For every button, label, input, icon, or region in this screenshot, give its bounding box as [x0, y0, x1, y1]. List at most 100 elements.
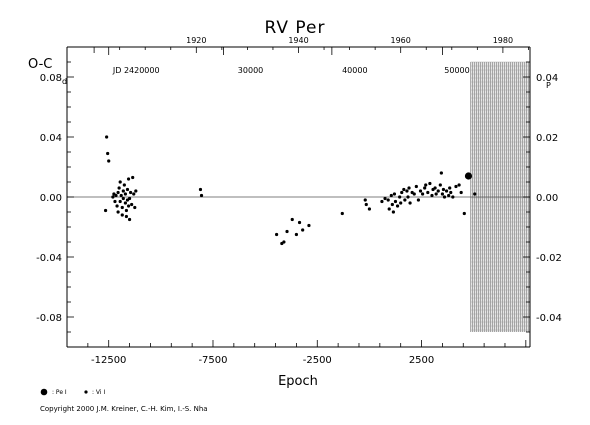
data-point-vi: [290, 217, 294, 222]
data-point-pe: [464, 172, 473, 180]
chart-title: RV Per: [264, 18, 325, 38]
data-point-vi: [107, 159, 111, 163]
top-year-label: 1940: [288, 36, 308, 45]
data-point-vi: [440, 192, 445, 196]
data-point-vi: [430, 193, 434, 198]
data-point-vi: [294, 232, 299, 237]
data-point-vi: [423, 186, 427, 190]
data-point-vi: [447, 193, 451, 198]
data-point-vi: [198, 187, 203, 192]
top-year-label: 1980: [493, 36, 513, 45]
axis-ticks: -12500 -7500 -2500 2500 0.08 0.04 0.00 -0.04 -0.…: [36, 36, 562, 366]
y-tick-label-right: -0.04: [536, 313, 562, 324]
data-point-vi: [133, 205, 137, 210]
legend-label-vi: : Vi I: [92, 389, 105, 396]
data-point-vi: [132, 192, 136, 196]
data-point-vi: [134, 189, 138, 193]
data-point-vi: [307, 223, 311, 228]
data-point-vi: [405, 189, 409, 193]
y-tick-label-right: 0.04: [536, 73, 558, 84]
data-point-vi: [115, 204, 119, 208]
data-point-vi: [459, 190, 463, 195]
data-point-vi: [130, 202, 134, 207]
data-point-vi: [389, 193, 393, 198]
data-point-vi: [418, 189, 423, 193]
data-point-vi: [391, 210, 395, 214]
data-point-vi: [123, 201, 127, 205]
data-point-vi: [454, 184, 458, 189]
data-point-vi: [116, 190, 120, 195]
data-point-vi: [433, 186, 437, 190]
data-point-vi: [400, 190, 404, 195]
data-point-vi: [473, 192, 477, 196]
y-tick-label-left: 0.00: [40, 193, 62, 204]
copyright-note: Copyright 2000 J.M. Kreiner, C.-H. Kim, …: [40, 405, 208, 413]
y-axis-title: O-C: [28, 57, 52, 72]
data-point-vi: [111, 195, 115, 199]
data-point-vi: [117, 186, 121, 190]
data-point-vi: [383, 196, 387, 201]
data-point-vi: [439, 171, 443, 175]
x-tick-label: -12500: [91, 355, 126, 366]
data-point-vi: [125, 187, 130, 192]
data-point-vi: [386, 198, 390, 202]
data-point-vi: [129, 190, 133, 195]
data-point-vi: [131, 175, 135, 180]
data-point-vi: [126, 177, 131, 181]
data-point-vi: [406, 195, 410, 199]
data-point-vi: [462, 211, 466, 216]
data-point-vi: [420, 192, 425, 196]
data-point-vi: [398, 195, 402, 199]
data-point-vi: [285, 229, 289, 234]
jd-label: 30000: [238, 66, 263, 75]
data-point-vi: [112, 192, 116, 196]
data-point-vi: [449, 190, 453, 195]
data-point-vi: [367, 207, 372, 211]
top-year-label: 1920: [186, 36, 206, 45]
data-point-vi: [428, 181, 432, 186]
data-point-vi: [399, 201, 403, 205]
data-point-vi: [392, 192, 397, 196]
data-point-vi: [426, 190, 430, 195]
jd-label: 50000: [444, 66, 469, 75]
data-point-vi: [106, 151, 110, 156]
data-point-vi: [442, 195, 447, 199]
data-point-vi: [113, 199, 117, 204]
data-point-vi: [438, 183, 442, 187]
data-point-vi: [105, 135, 109, 139]
data-point-vi: [118, 199, 122, 204]
data-point-vi: [126, 204, 131, 208]
data-point-vi: [127, 217, 132, 222]
data-point-vi: [121, 196, 125, 201]
data-point-vi: [363, 198, 367, 202]
y-axis-unit-left: d: [62, 77, 67, 86]
x-tick-label: -7500: [198, 355, 227, 366]
data-point-vi: [441, 187, 446, 192]
data-point-vi: [395, 204, 400, 208]
data-point-vi: [403, 198, 407, 202]
data-point-vi: [123, 192, 127, 196]
data-point-vi: [407, 186, 411, 190]
x-tick-label: 2500: [409, 355, 434, 366]
jd-label: JD 2420000: [112, 66, 160, 75]
y-tick-label-left: -0.04: [36, 253, 62, 264]
data-point-vi: [393, 199, 398, 204]
data-point-vi: [282, 240, 286, 244]
x-axis-title: Epoch: [278, 374, 318, 389]
data-point-vi: [120, 213, 124, 217]
y-tick-label-right: 0.02: [536, 133, 558, 144]
data-point-vi: [387, 207, 391, 211]
data-point-vi: [122, 183, 126, 187]
data-point-vi: [199, 193, 204, 198]
data-point-vi: [451, 195, 455, 199]
y-axis-unit-right: P: [546, 81, 551, 90]
data-point-vi: [390, 202, 394, 207]
data-point-vi: [120, 205, 124, 210]
data-point-vi: [444, 189, 449, 193]
data-point-vi: [416, 198, 421, 202]
data-point-vi: [301, 228, 305, 232]
y-tick-label-right: 0.00: [536, 193, 558, 204]
data-point-vi: [402, 187, 406, 192]
legend-label-pe: : Pe I: [52, 389, 67, 396]
